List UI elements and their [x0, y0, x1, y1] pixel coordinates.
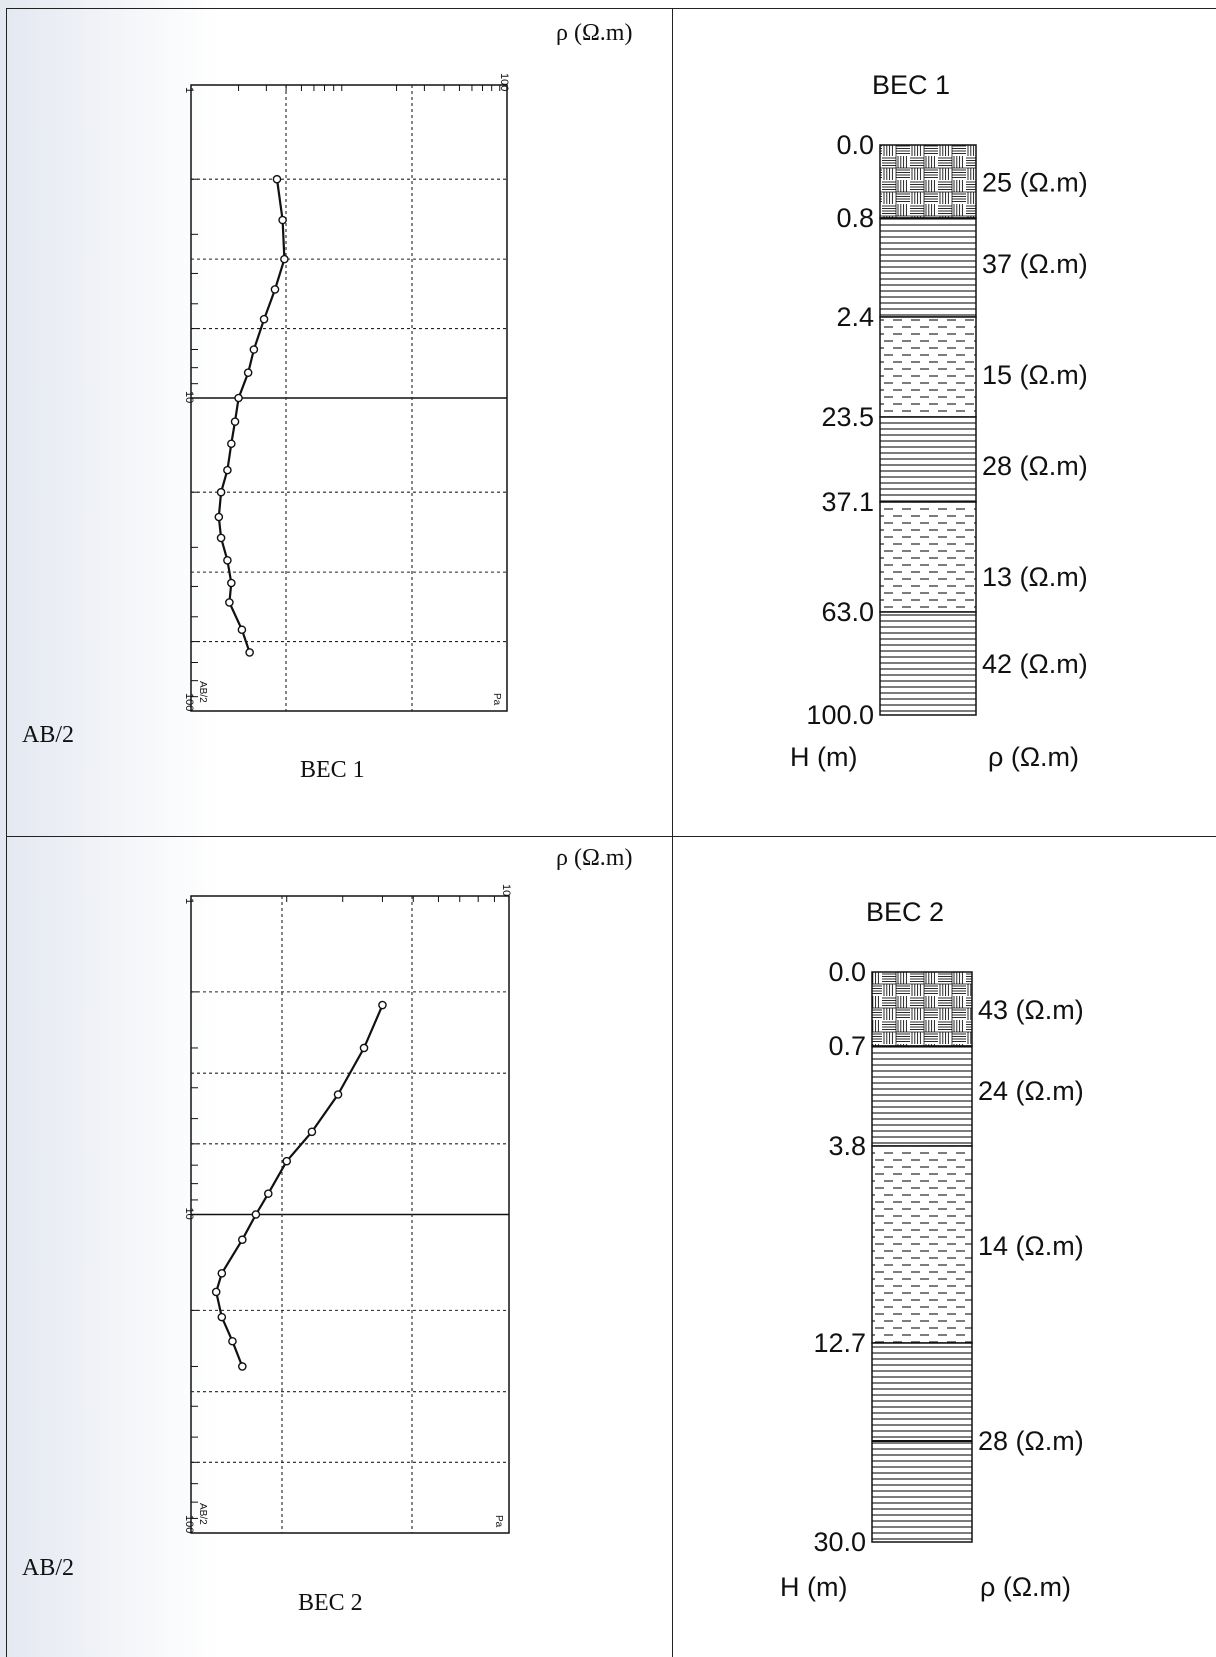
data-point — [211, 1287, 221, 1297]
tick-label: 10 — [183, 391, 195, 403]
data-point — [216, 487, 226, 497]
data-point — [359, 1043, 369, 1053]
data-point — [227, 578, 236, 588]
sounding-chart-bec2: 1 10 10 100 AB/2 Pa — [183, 884, 512, 1534]
data-point — [278, 215, 287, 225]
resistivity-axis-label: ρ (Ω.m) — [980, 1572, 1072, 1602]
data-point — [217, 1312, 227, 1322]
layer-resistivity-label: 13 (Ω.m) — [982, 562, 1088, 592]
layer-dashes — [879, 316, 977, 418]
layer-depth-label: 0.0 — [836, 130, 874, 160]
data-point — [223, 555, 232, 565]
layer-dashes — [879, 501, 977, 613]
data-point — [243, 368, 253, 377]
layer-dashes — [871, 1145, 973, 1344]
max-depth-label: 100.0 — [806, 700, 874, 730]
resistivity-axis-label: ρ (Ω.m) — [988, 742, 1080, 772]
layer-resistivity-label: 37 (Ω.m) — [982, 249, 1088, 279]
data-point — [225, 598, 234, 607]
tick-label: 1 — [183, 898, 195, 904]
sounding-caption: BEC 2 — [298, 1590, 363, 1616]
figure-table — [6, 8, 1216, 1657]
layer-depth-label: 63.0 — [821, 597, 874, 627]
tick-label: 100 — [498, 73, 510, 91]
data-point — [214, 512, 224, 522]
data-point — [259, 314, 269, 324]
depth-axis-label: H (m) — [780, 1572, 848, 1602]
left-axis-label: AB/2 — [22, 1555, 75, 1581]
tick-label: 1 — [183, 87, 195, 93]
depth-axis-label: H (m) — [790, 742, 858, 772]
layer-resistivity-label: 28 (Ω.m) — [978, 1426, 1084, 1456]
top-axis-label: ρ (Ω.m) — [556, 20, 633, 46]
layer-brick — [871, 971, 973, 1047]
data-point — [223, 465, 232, 475]
layer-resistivity-label: 42 (Ω.m) — [982, 649, 1088, 679]
tick-label: 10 — [183, 1208, 195, 1220]
tick-label: 100 — [183, 1515, 195, 1533]
data-point — [263, 1189, 273, 1198]
data-point — [272, 174, 282, 184]
layer-brick — [879, 144, 977, 219]
max-depth-label: 30.0 — [813, 1527, 866, 1557]
corner-label: Pa — [493, 1515, 504, 1528]
data-point — [270, 285, 280, 294]
row-divider — [6, 836, 1216, 837]
data-point — [216, 533, 226, 543]
layer-lines — [871, 1045, 973, 1147]
layer-resistivity-label: 43 (Ω.m) — [978, 995, 1084, 1025]
data-point — [238, 1362, 247, 1371]
layer-depth-label: 3.8 — [828, 1131, 866, 1161]
layer-depth-label: 23.5 — [821, 402, 874, 432]
layer-lines — [879, 416, 977, 503]
layer-lines — [879, 611, 977, 716]
layer-depth-label: 0.7 — [828, 1031, 866, 1061]
layer-depth-label: 0.0 — [828, 957, 866, 987]
data-point — [280, 254, 289, 264]
layer-depth-label: 2.4 — [836, 302, 874, 332]
data-point — [230, 417, 240, 426]
log-title: BEC 1 — [872, 70, 951, 100]
tick-label: 100 — [183, 693, 195, 711]
layer-log-bec1: 0.0 25 (Ω.m) 0.8 37 (Ω.m) 2.4 15 (Ω.m) 23.5 28 … — [806, 130, 1088, 730]
data-point — [333, 1090, 343, 1099]
layer-resistivity-label: 28 (Ω.m) — [982, 451, 1088, 481]
column-divider — [672, 8, 673, 1657]
data-point — [238, 1235, 247, 1245]
data-point — [307, 1127, 317, 1137]
corner-label: AB/2 — [197, 1503, 208, 1525]
layer-resistivity-label: 15 (Ω.m) — [982, 360, 1088, 390]
layer-lines — [871, 1342, 973, 1543]
data-point — [227, 439, 236, 449]
data-point — [234, 393, 243, 403]
tick-label: 10 — [500, 884, 512, 896]
layer-resistivity-label: 14 (Ω.m) — [978, 1231, 1084, 1261]
data-point — [378, 1000, 387, 1010]
data-point — [249, 345, 259, 354]
data-point — [245, 648, 254, 657]
data-point — [251, 1210, 261, 1219]
log-title: BEC 2 — [866, 897, 945, 927]
layer-depth-label: 37.1 — [821, 487, 874, 517]
corner-label: Pa — [491, 693, 502, 706]
data-point — [237, 625, 247, 635]
data-point — [217, 1269, 227, 1278]
layer-resistivity-label: 25 (Ω.m) — [982, 168, 1088, 198]
layer-depth-label: 0.8 — [836, 203, 874, 233]
data-point — [282, 1156, 292, 1166]
corner-label: AB/2 — [197, 681, 208, 703]
top-axis-label: ρ (Ω.m) — [556, 845, 633, 871]
sounding-caption: BEC 1 — [300, 757, 365, 783]
data-point — [228, 1336, 237, 1346]
layer-depth-label: 12.7 — [813, 1328, 866, 1358]
left-axis-label: AB/2 — [22, 722, 75, 748]
layer-resistivity-label: 24 (Ω.m) — [978, 1076, 1084, 1106]
